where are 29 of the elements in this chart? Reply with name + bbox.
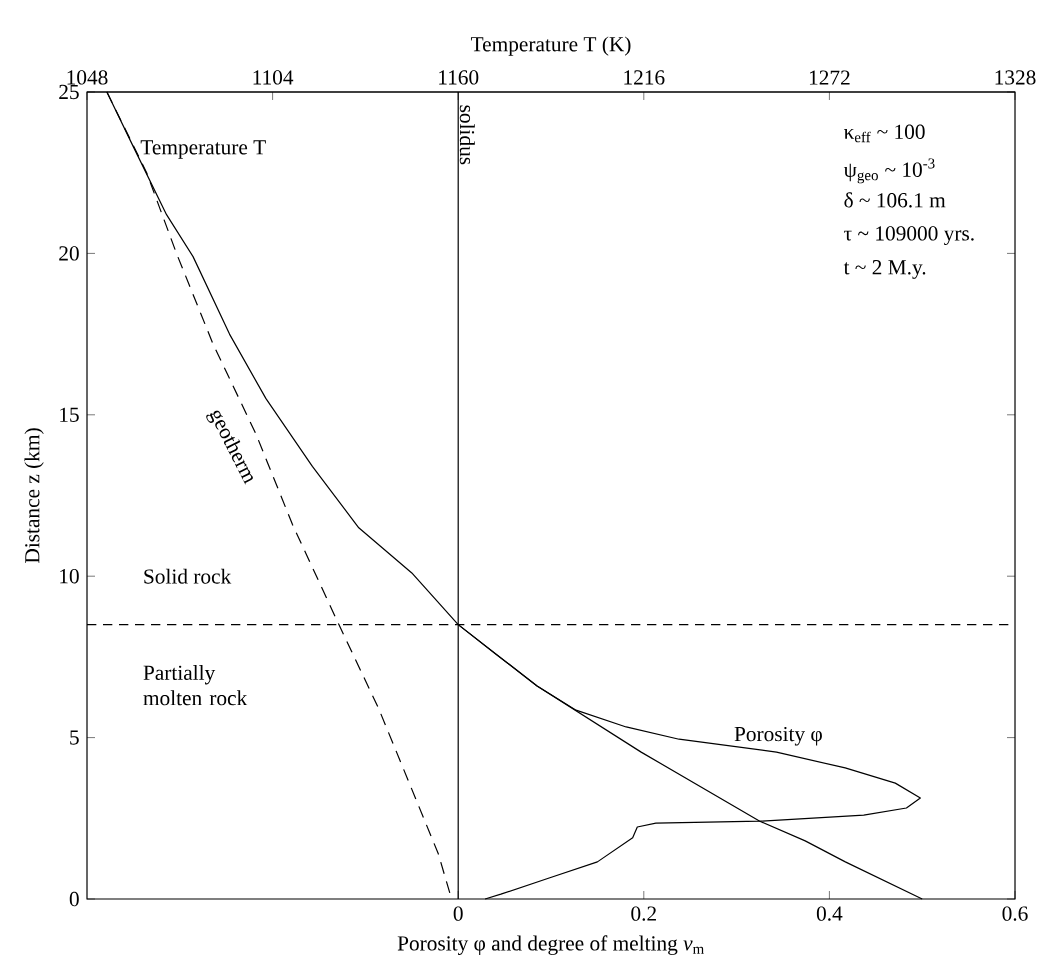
- annotation: ψ$_{geo}$ ~ 10$^{-3}$: [843, 158, 935, 184]
- annotation: t ~ 2 M.y.: [843, 260, 926, 279]
- x2-tick-label: 1328: [995, 70, 1036, 85]
- x-axis-title: Porosity φ and degree of melting ν$_{m}$: [397, 935, 704, 955]
- x2-axis-title: Temperature T (K): [470, 36, 631, 56]
- x-tick-label: 0.2: [631, 906, 656, 921]
- ref-line-label: solidus: [459, 105, 475, 165]
- series-label: Temperature T: [140, 140, 266, 159]
- annotation: δ ~ 106.1 m: [844, 192, 946, 208]
- y-tick-label: 0: [69, 891, 79, 907]
- y-tick-label: 10: [60, 569, 79, 584]
- series-label: Porosity φ: [734, 726, 822, 746]
- x-tick-label: 0.6: [1002, 906, 1028, 921]
- x-tick-label: 0.4: [816, 906, 843, 921]
- annotation: Partially molten rock: [143, 664, 248, 706]
- x2-tick-label: 1160: [439, 70, 479, 85]
- y-tick-label: 25: [59, 84, 79, 100]
- y-tick-label: 20: [59, 246, 79, 261]
- x2-tick-label: 1272: [809, 70, 850, 85]
- y-axis-title: Distance z (km): [24, 428, 44, 564]
- x-tick-label: 0: [453, 906, 463, 921]
- x2-tick-label: 1216: [624, 70, 665, 85]
- annotation: τ ~ 109000 yrs.: [844, 226, 974, 246]
- x2-tick-label: 1048: [67, 70, 108, 85]
- annotation: κ$_{eff}$ ~ 100: [843, 124, 925, 143]
- y-tick-label: 15: [60, 407, 79, 422]
- x2-tick-label: 1104: [253, 70, 294, 85]
- annotation: Solid rock: [144, 568, 232, 584]
- y-tick-label: 5: [70, 730, 79, 745]
